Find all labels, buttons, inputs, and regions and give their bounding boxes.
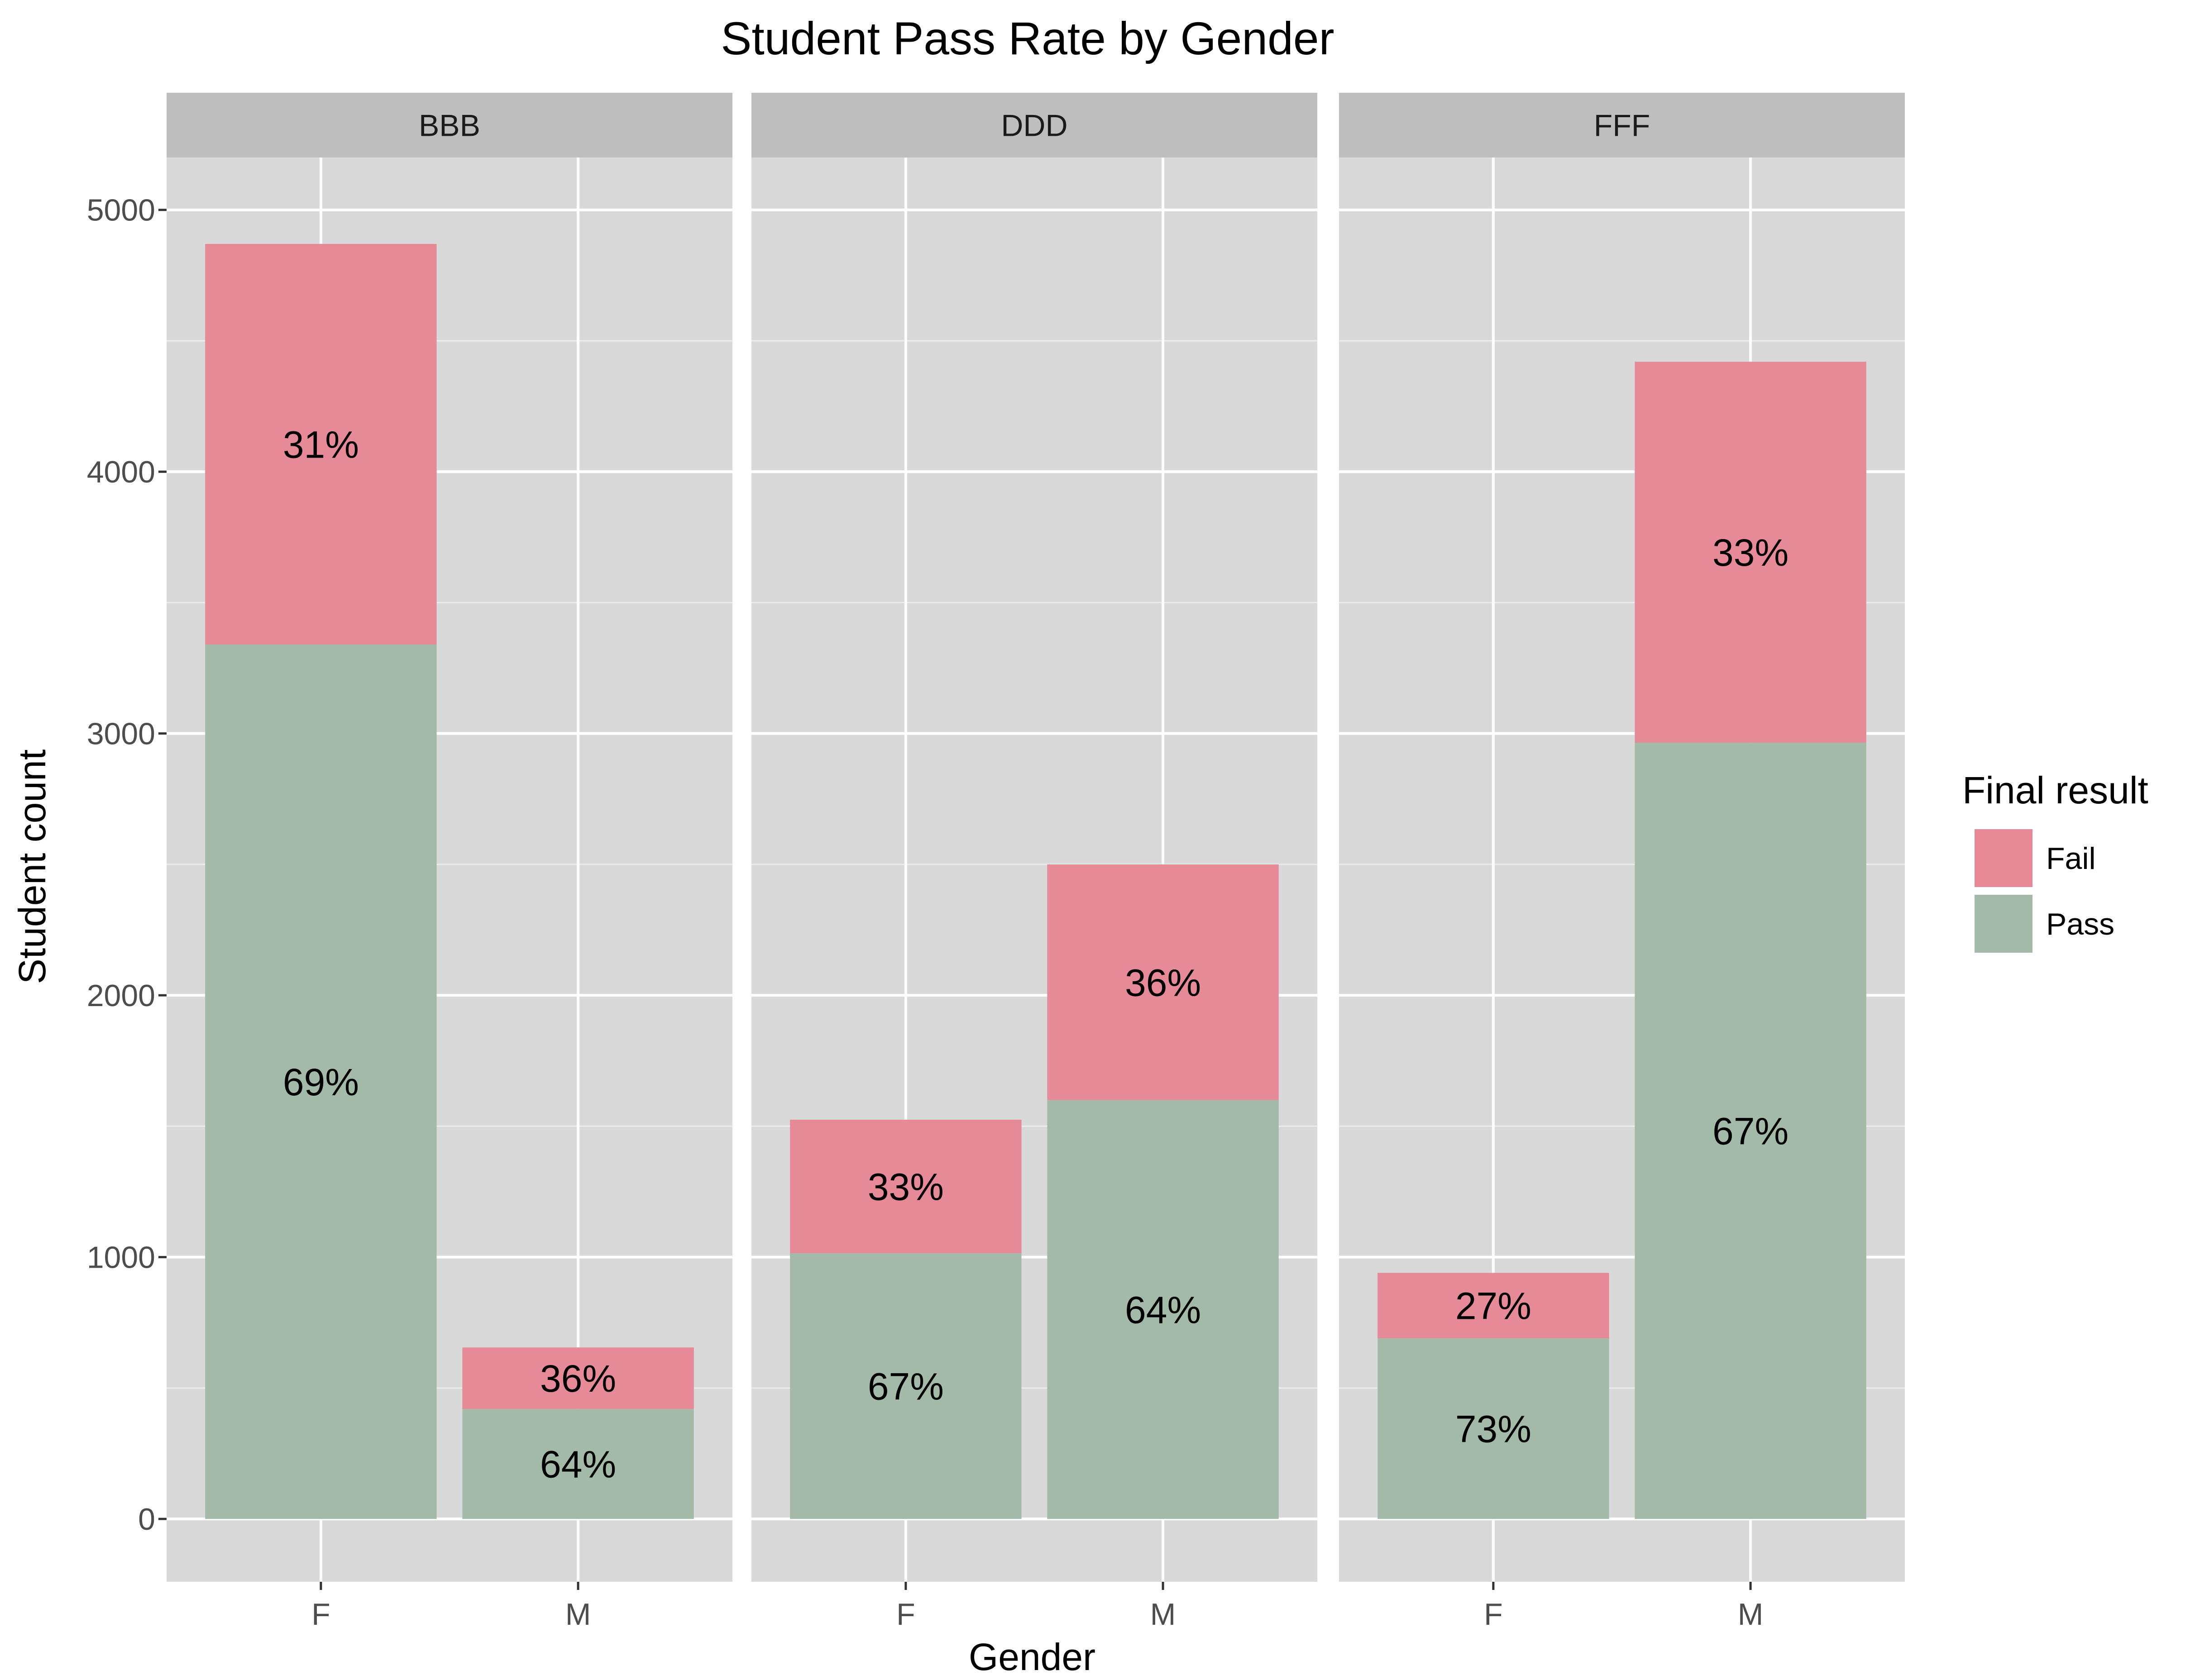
x-tick-label: M	[1738, 1597, 1764, 1632]
facet-strip	[167, 93, 732, 158]
data-label: 64%	[1125, 1289, 1201, 1331]
bar-bbb-f-pass	[205, 644, 437, 1519]
y-tick-label: 0	[138, 1502, 155, 1537]
bar-ddd-f-pass	[790, 1253, 1022, 1519]
x-axis-title: Gender	[969, 1636, 1095, 1678]
y-axis-title: Student count	[11, 749, 53, 984]
data-label: 69%	[283, 1061, 359, 1103]
x-tick-label: M	[1150, 1597, 1176, 1632]
bar-ddd-m-fail	[1047, 864, 1279, 1100]
bar-fff-m-pass	[1635, 742, 1866, 1519]
y-tick-label: 5000	[87, 193, 155, 228]
data-label: 73%	[1455, 1408, 1531, 1451]
y-tick-label: 3000	[87, 717, 155, 751]
bar-bbb-m-fail	[462, 1347, 694, 1409]
x-tick-label: F	[311, 1597, 330, 1632]
y-tick-label: 2000	[87, 978, 155, 1013]
data-label: 36%	[1125, 961, 1201, 1004]
facet-panel-ddd: DDD 67% 33% 64% 36% F M	[751, 93, 1317, 1632]
x-tick-label: F	[896, 1597, 915, 1632]
legend-items: Fail Pass	[1973, 827, 2114, 955]
x-tick-label: F	[1484, 1597, 1503, 1632]
data-label: 64%	[540, 1443, 616, 1486]
legend-label-pass: Pass	[2046, 907, 2114, 941]
y-tick-label: 4000	[87, 455, 155, 489]
legend-title: Final result	[1962, 769, 2148, 811]
legend-key-pass	[1973, 893, 2034, 955]
data-label: 31%	[283, 423, 359, 466]
bar-fff-f-pass	[1377, 1338, 1609, 1519]
bar-fff-f-fail	[1377, 1273, 1609, 1339]
x-tick-label: M	[565, 1597, 591, 1632]
facet-strip-label: BBB	[419, 109, 480, 143]
chart-title: Student Pass Rate by Gender	[721, 13, 1334, 64]
legend: Final result Fail Pass	[1962, 769, 2148, 955]
bar-fff-m-fail	[1635, 362, 1866, 743]
y-tick-label: 1000	[87, 1241, 155, 1275]
legend-label-fail: Fail	[2046, 841, 2096, 876]
facet-panel-bbb: BBB 69% 31% 64% 36% F M	[167, 93, 732, 1632]
data-label: 67%	[1712, 1110, 1789, 1153]
bar-ddd-f-fail	[790, 1119, 1022, 1253]
data-label: 33%	[1712, 531, 1789, 574]
facet-panel-fff: FFF 73% 27% 67% 33% F M	[1339, 93, 1905, 1632]
bar-bbb-m-pass	[462, 1409, 694, 1519]
legend-key-fail	[1973, 827, 2034, 889]
data-label: 33%	[868, 1165, 944, 1208]
facet-strip-label: DDD	[1001, 109, 1067, 143]
data-label: 67%	[868, 1365, 944, 1408]
bar-bbb-f-fail	[205, 243, 437, 644]
facet-strip-label: FFF	[1594, 109, 1650, 143]
facet-strip	[751, 93, 1317, 158]
bar-ddd-m-pass	[1047, 1100, 1279, 1519]
facet-strip	[1339, 93, 1905, 158]
data-label: 36%	[540, 1357, 616, 1400]
data-label: 27%	[1455, 1285, 1531, 1327]
